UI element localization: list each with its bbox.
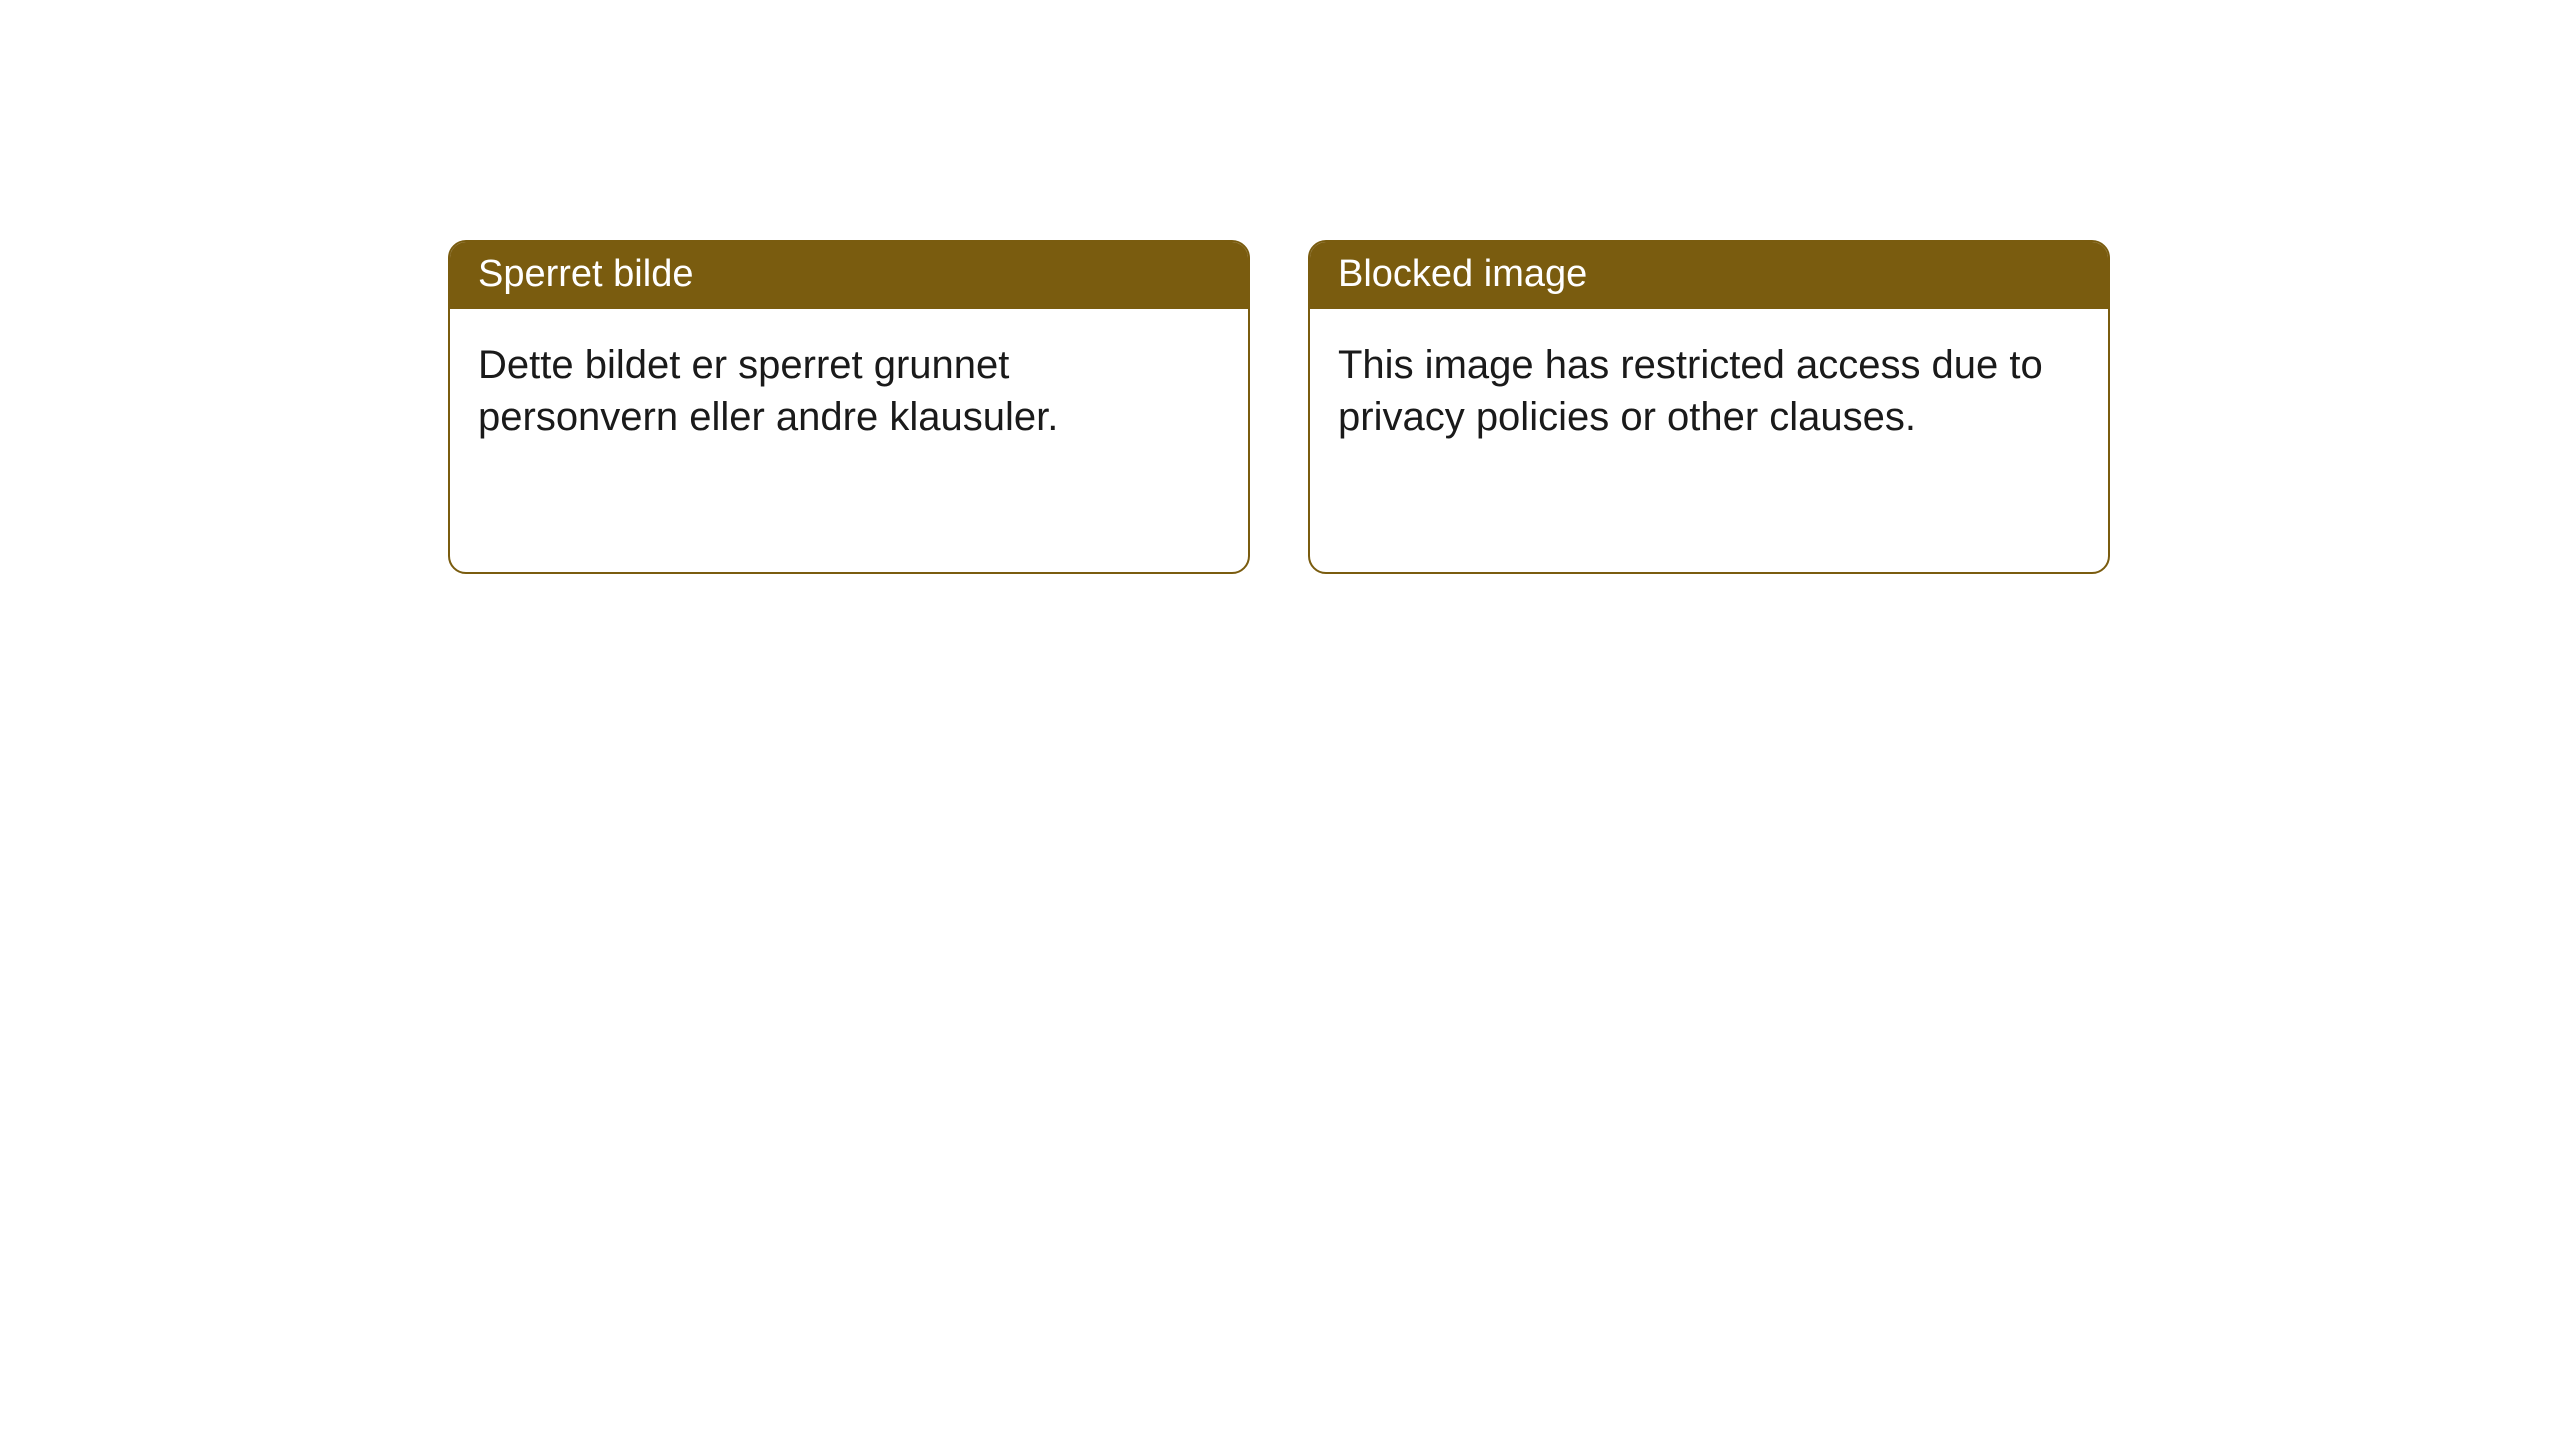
notice-card-en: Blocked image This image has restricted … [1308, 240, 2110, 574]
notice-body-no: Dette bildet er sperret grunnet personve… [450, 309, 1248, 473]
notice-card-no: Sperret bilde Dette bildet er sperret gr… [448, 240, 1250, 574]
notice-title-en: Blocked image [1310, 242, 2108, 309]
notice-container: Sperret bilde Dette bildet er sperret gr… [0, 0, 2560, 574]
notice-title-no: Sperret bilde [450, 242, 1248, 309]
notice-body-en: This image has restricted access due to … [1310, 309, 2108, 473]
